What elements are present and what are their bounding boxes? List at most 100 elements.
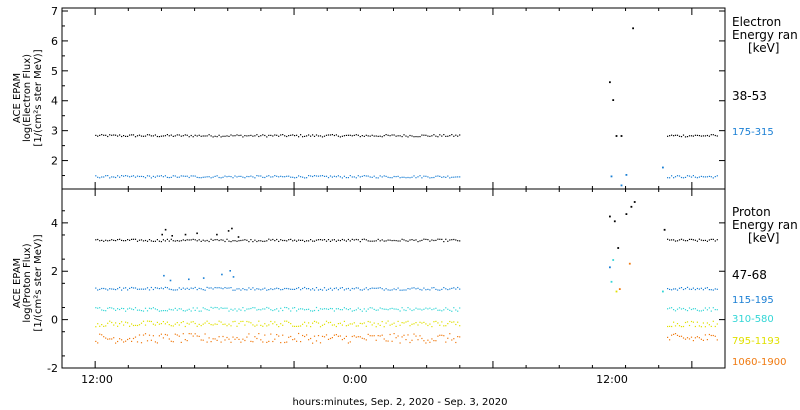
electron-point-38-53 [236,134,238,136]
electron-point-175-315 [248,176,250,178]
proton-point-115-195 [127,289,129,291]
proton-point-1060-1900 [694,337,696,339]
proton-point-115-195 [437,289,439,291]
proton-point-47-68 [200,240,202,242]
electron-point-38-53 [123,135,125,137]
proton-point-47-68 [349,240,351,242]
electron-point-38-53 [152,135,154,137]
proton-point-115-195 [121,289,123,291]
electron-point-38-53 [95,134,97,136]
proton-point-115-195 [210,287,212,289]
electron-point-38-53 [696,134,698,136]
proton-point-795-1193 [321,324,324,326]
proton-point-310-580 [306,308,308,311]
proton-point-1060-1900 [411,339,413,341]
proton-point-310-580 [166,310,168,312]
electron-point-175-315 [129,176,131,178]
electron-point-38-53 [451,134,453,136]
proton-point-47-68 [180,240,182,242]
proton-point-795-1193 [270,320,272,323]
proton-point-795-1193 [99,325,101,327]
electron-point-175-315 [292,176,294,178]
proton-point-115-195 [142,288,145,290]
proton-point-795-1193 [335,325,337,328]
proton-point-795-1193 [700,326,702,328]
electron-point-175-315 [425,175,427,177]
proton-point-310-580 [290,310,292,312]
electron-point-38-53 [359,136,361,138]
electron-point-38-53 [220,136,222,138]
proton-point-115-195 [682,288,685,291]
electron-point-175-315 [216,175,218,177]
electron-point-38-53 [397,135,399,137]
electron-point-175-315 [300,176,302,178]
proton-point-1060-1900 [131,340,133,342]
proton-point-795-1193 [712,320,714,322]
proton-point-1060-1900 [280,342,282,344]
electron-point-175-315 [101,176,103,178]
proton-point-1060-1900 [288,336,290,338]
proton-point-115-195 [212,288,214,290]
electron-point-38-53 [97,135,99,137]
electron-point-175-315 [204,176,206,178]
electron-point-175-315 [419,175,421,177]
proton-point-47-68 [123,240,125,242]
electron-point-175-315 [294,177,296,179]
proton-point-310-580 [686,310,689,312]
proton-point-47-68 [166,238,168,240]
electron-point-38-53 [365,134,367,136]
proton-point-795-1193 [421,322,423,324]
electron-point-38-53 [113,134,115,136]
electron-point-38-53 [391,134,393,136]
proton-point-795-1193 [377,323,379,325]
proton-point-1060-1900 [158,335,160,337]
proton-point-47-68 [439,238,441,240]
proton-point-310-580 [258,308,260,311]
electron-point-38-53 [667,135,669,137]
proton-point-310-580 [123,308,125,310]
electron-point-38-53 [168,135,170,137]
proton-point-310-580 [375,309,377,311]
proton-spike-point [615,290,618,293]
proton-point-795-1193 [210,324,212,326]
proton-point-115-195 [174,289,176,291]
proton-point-1060-1900 [413,333,415,335]
electron-point-175-315 [682,177,685,179]
electron-point-175-315 [127,175,129,177]
proton-point-795-1193 [453,321,455,323]
electron-spike-point [625,174,628,176]
proton-point-47-68 [371,240,373,242]
proton-point-1060-1900 [312,342,314,344]
electron-point-175-315 [331,176,333,178]
proton-point-115-195 [413,287,415,289]
proton-point-795-1193 [708,324,710,326]
proton-point-795-1193 [449,320,451,323]
proton-point-1060-1900 [103,336,105,338]
proton-point-795-1193 [156,321,158,323]
proton-bump-point [216,233,218,236]
proton-point-115-195 [158,288,160,290]
electron-point-175-315 [220,177,222,179]
proton-point-310-580 [385,308,387,310]
proton-point-310-580 [343,307,345,309]
electron-point-175-315 [389,177,391,179]
proton-point-47-68 [103,240,105,242]
proton-point-115-195 [274,288,276,290]
proton-point-115-195 [294,288,296,290]
proton-point-115-195 [371,287,373,289]
electron-spike-point [610,175,613,178]
proton-point-310-580 [411,309,413,312]
proton-point-1060-1900 [363,338,365,340]
proton-point-115-195 [101,287,103,290]
proton-point-1060-1900 [696,336,698,338]
electron-point-175-315 [379,175,381,177]
electron-point-38-53 [449,135,451,137]
proton-point-115-195 [337,289,339,291]
proton-point-47-68 [403,239,405,241]
electron-ylabel-line2: log(Electron Flux) [22,54,33,142]
proton-panel-frame [61,188,726,369]
proton-point-47-68 [313,240,316,242]
electron-point-38-53 [333,134,335,137]
proton-point-795-1193 [375,326,377,328]
